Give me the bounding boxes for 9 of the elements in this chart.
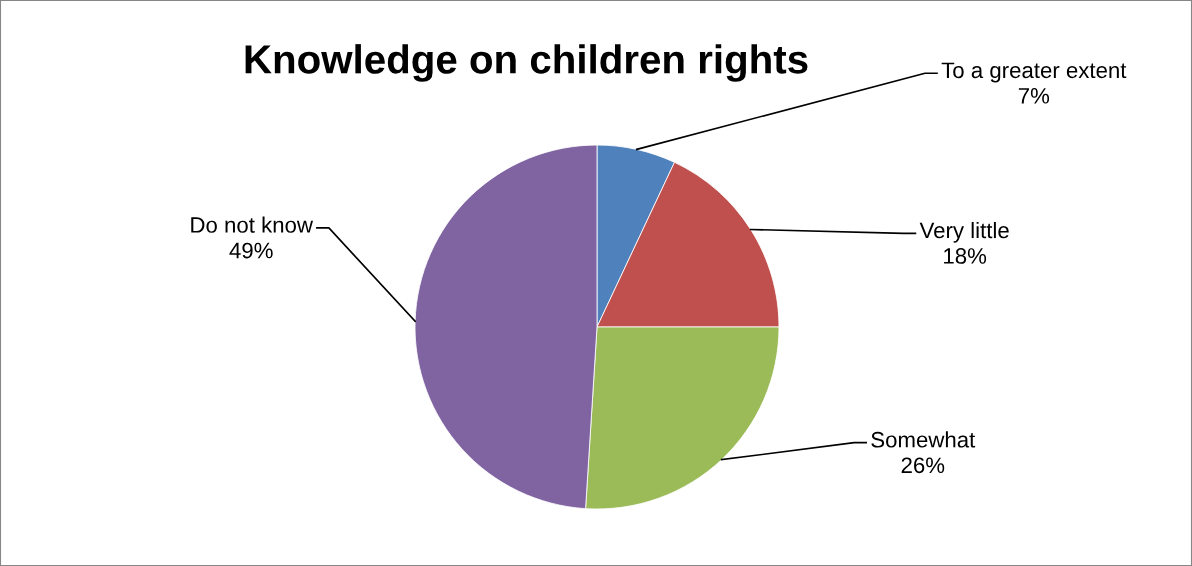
chart-title: Knowledge on children rights — [245, 44, 808, 82]
slice-label: Somewhat — [871, 431, 976, 448]
data-label: 7% — [1018, 88, 1050, 104]
slice-label: Do not know — [191, 216, 314, 233]
data-label: 49% — [229, 242, 273, 259]
data-label: 26% — [901, 457, 945, 474]
slice-label: Very little — [919, 221, 1009, 243]
data-label: 18% — [944, 248, 987, 264]
slice-label: To a greater extent — [941, 62, 1127, 83]
